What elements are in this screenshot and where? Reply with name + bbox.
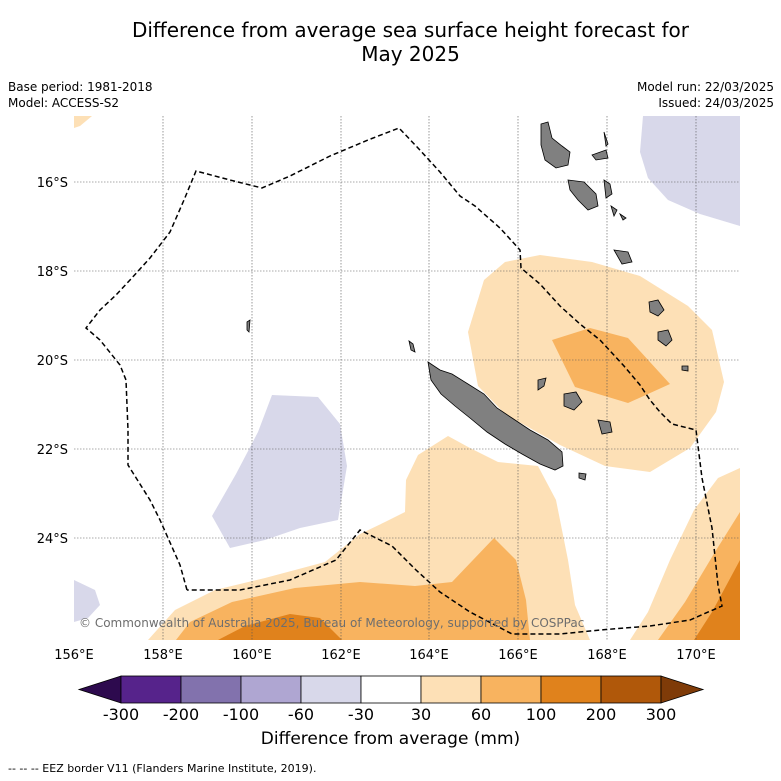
colorbar-bin-5 (360, 675, 422, 704)
vanuatu-aneityum (681, 365, 689, 372)
lon-label-158e: 158°E (143, 648, 183, 663)
model-run: Model run: 22/03/2025 (636, 80, 774, 94)
vanuatu-tanna (657, 329, 673, 347)
chesterfield-islet (246, 319, 251, 333)
lat-label-18s: 18°S (37, 265, 68, 280)
colorbar-tick-label: -60 (288, 705, 314, 724)
colorbar-tick-label: -200 (163, 705, 199, 724)
lat-label-16s: 16°S (37, 176, 68, 191)
anomaly-region-neg30-northeast (640, 116, 740, 226)
colorbar-tick-label: 100 (526, 705, 557, 724)
colorbar (77, 675, 705, 704)
title-line-1: Difference from average sea surface heig… (131, 18, 690, 42)
colorbar-tick-labels: -300 -200 -100 -60 -30 30 60 100 200 300 (103, 705, 676, 724)
anomaly-region-neg30-southwest (74, 580, 100, 622)
base-period: Base period: 1981-2018 (8, 80, 153, 94)
colorbar-title: Difference from average (mm) (260, 729, 521, 749)
isle-of-pines (578, 472, 587, 481)
vanuatu-pentecost (603, 179, 613, 199)
vanuatu-epi (610, 205, 618, 218)
anomaly-region-neg30-west (212, 395, 347, 548)
vanuatu-shepherd (618, 212, 627, 221)
colorbar-bin-4 (300, 675, 362, 704)
colorbar-bin-6 (420, 675, 482, 704)
issued-date: Issued: 24/03/2025 (658, 96, 774, 110)
new-caledonia-north-islet (408, 340, 416, 353)
lon-label-166e: 166°E (498, 648, 538, 663)
colorbar-extend-high (660, 675, 705, 704)
colorbar-bin-8 (540, 675, 602, 704)
loyalty-islands-mare (597, 419, 613, 435)
map-area: © Commonwealth of Australia 2025, Bureau… (74, 116, 740, 640)
colorbar-extend-low (77, 675, 122, 704)
vanuatu-efate (613, 249, 633, 265)
eez-border (84, 127, 723, 635)
longitude-labels: 156°E 158°E 160°E 162°E 164°E 166°E 168°… (54, 648, 716, 663)
vanuatu-espiritu-santo (540, 121, 571, 169)
new-caledonia-landmass (427, 361, 564, 471)
lon-label-160e: 160°E (232, 648, 272, 663)
lon-label-170e: 170°E (676, 648, 716, 663)
vanuatu-maewo (591, 149, 609, 161)
anomaly-region-60-south (176, 538, 530, 640)
colorbar-tick-label: 200 (586, 705, 617, 724)
colorbar-tick-label: -30 (348, 705, 374, 724)
vanuatu-malakula (567, 179, 599, 211)
anomaly-region-30-northwest (74, 116, 92, 128)
lat-label-20s: 20°S (37, 354, 68, 369)
land-masses (246, 121, 689, 481)
lon-label-156e: 156°E (54, 648, 94, 663)
colorbar-bin-7 (480, 675, 542, 704)
colorbar-tick-label: 300 (646, 705, 677, 724)
map-title: Difference from average sea surface heig… (0, 18, 781, 66)
loyalty-islands-ouvea (537, 377, 547, 391)
colorbar-tick-label: 30 (411, 705, 431, 724)
lon-label-162e: 162°E (321, 648, 361, 663)
colorbar-bin-1 (120, 675, 182, 704)
vanuatu-erromango (648, 299, 665, 317)
run-info: Model run: 22/03/2025 Issued: 24/03/2025 (637, 79, 774, 111)
lon-label-168e: 168°E (587, 648, 627, 663)
anomaly-region-100-southeast (694, 560, 740, 640)
model-name: Model: ACCESS-S2 (8, 96, 120, 110)
lat-label-24s: 24°S (37, 532, 68, 547)
title-line-2: May 2025 (361, 42, 460, 66)
colorbar-bin-3 (240, 675, 302, 704)
colorbar-bin-2 (180, 675, 242, 704)
colorbar-tick-label: -100 (223, 705, 259, 724)
loyalty-islands-lifou (563, 391, 583, 411)
lat-label-22s: 22°S (37, 443, 68, 458)
anomaly-region-60-central (552, 328, 670, 403)
eez-footnote: -- -- -- EEZ border V11 (Flanders Marine… (8, 762, 317, 775)
vanuatu-ambae (603, 131, 609, 147)
colorbar-bin-9 (600, 675, 662, 704)
latitude-labels: 16°S 18°S 20°S 22°S 24°S (37, 176, 68, 547)
anomaly-region-100-south (218, 614, 342, 640)
colorbar-tick-label: -300 (103, 705, 139, 724)
model-info: Base period: 1981-2018 Model: ACCESS-S2 (8, 79, 153, 111)
graticule (74, 116, 740, 640)
colorbar-tick-label: 60 (471, 705, 491, 724)
copyright-text: © Commonwealth of Australia 2025, Bureau… (79, 616, 584, 630)
lon-label-164e: 164°E (409, 648, 449, 663)
